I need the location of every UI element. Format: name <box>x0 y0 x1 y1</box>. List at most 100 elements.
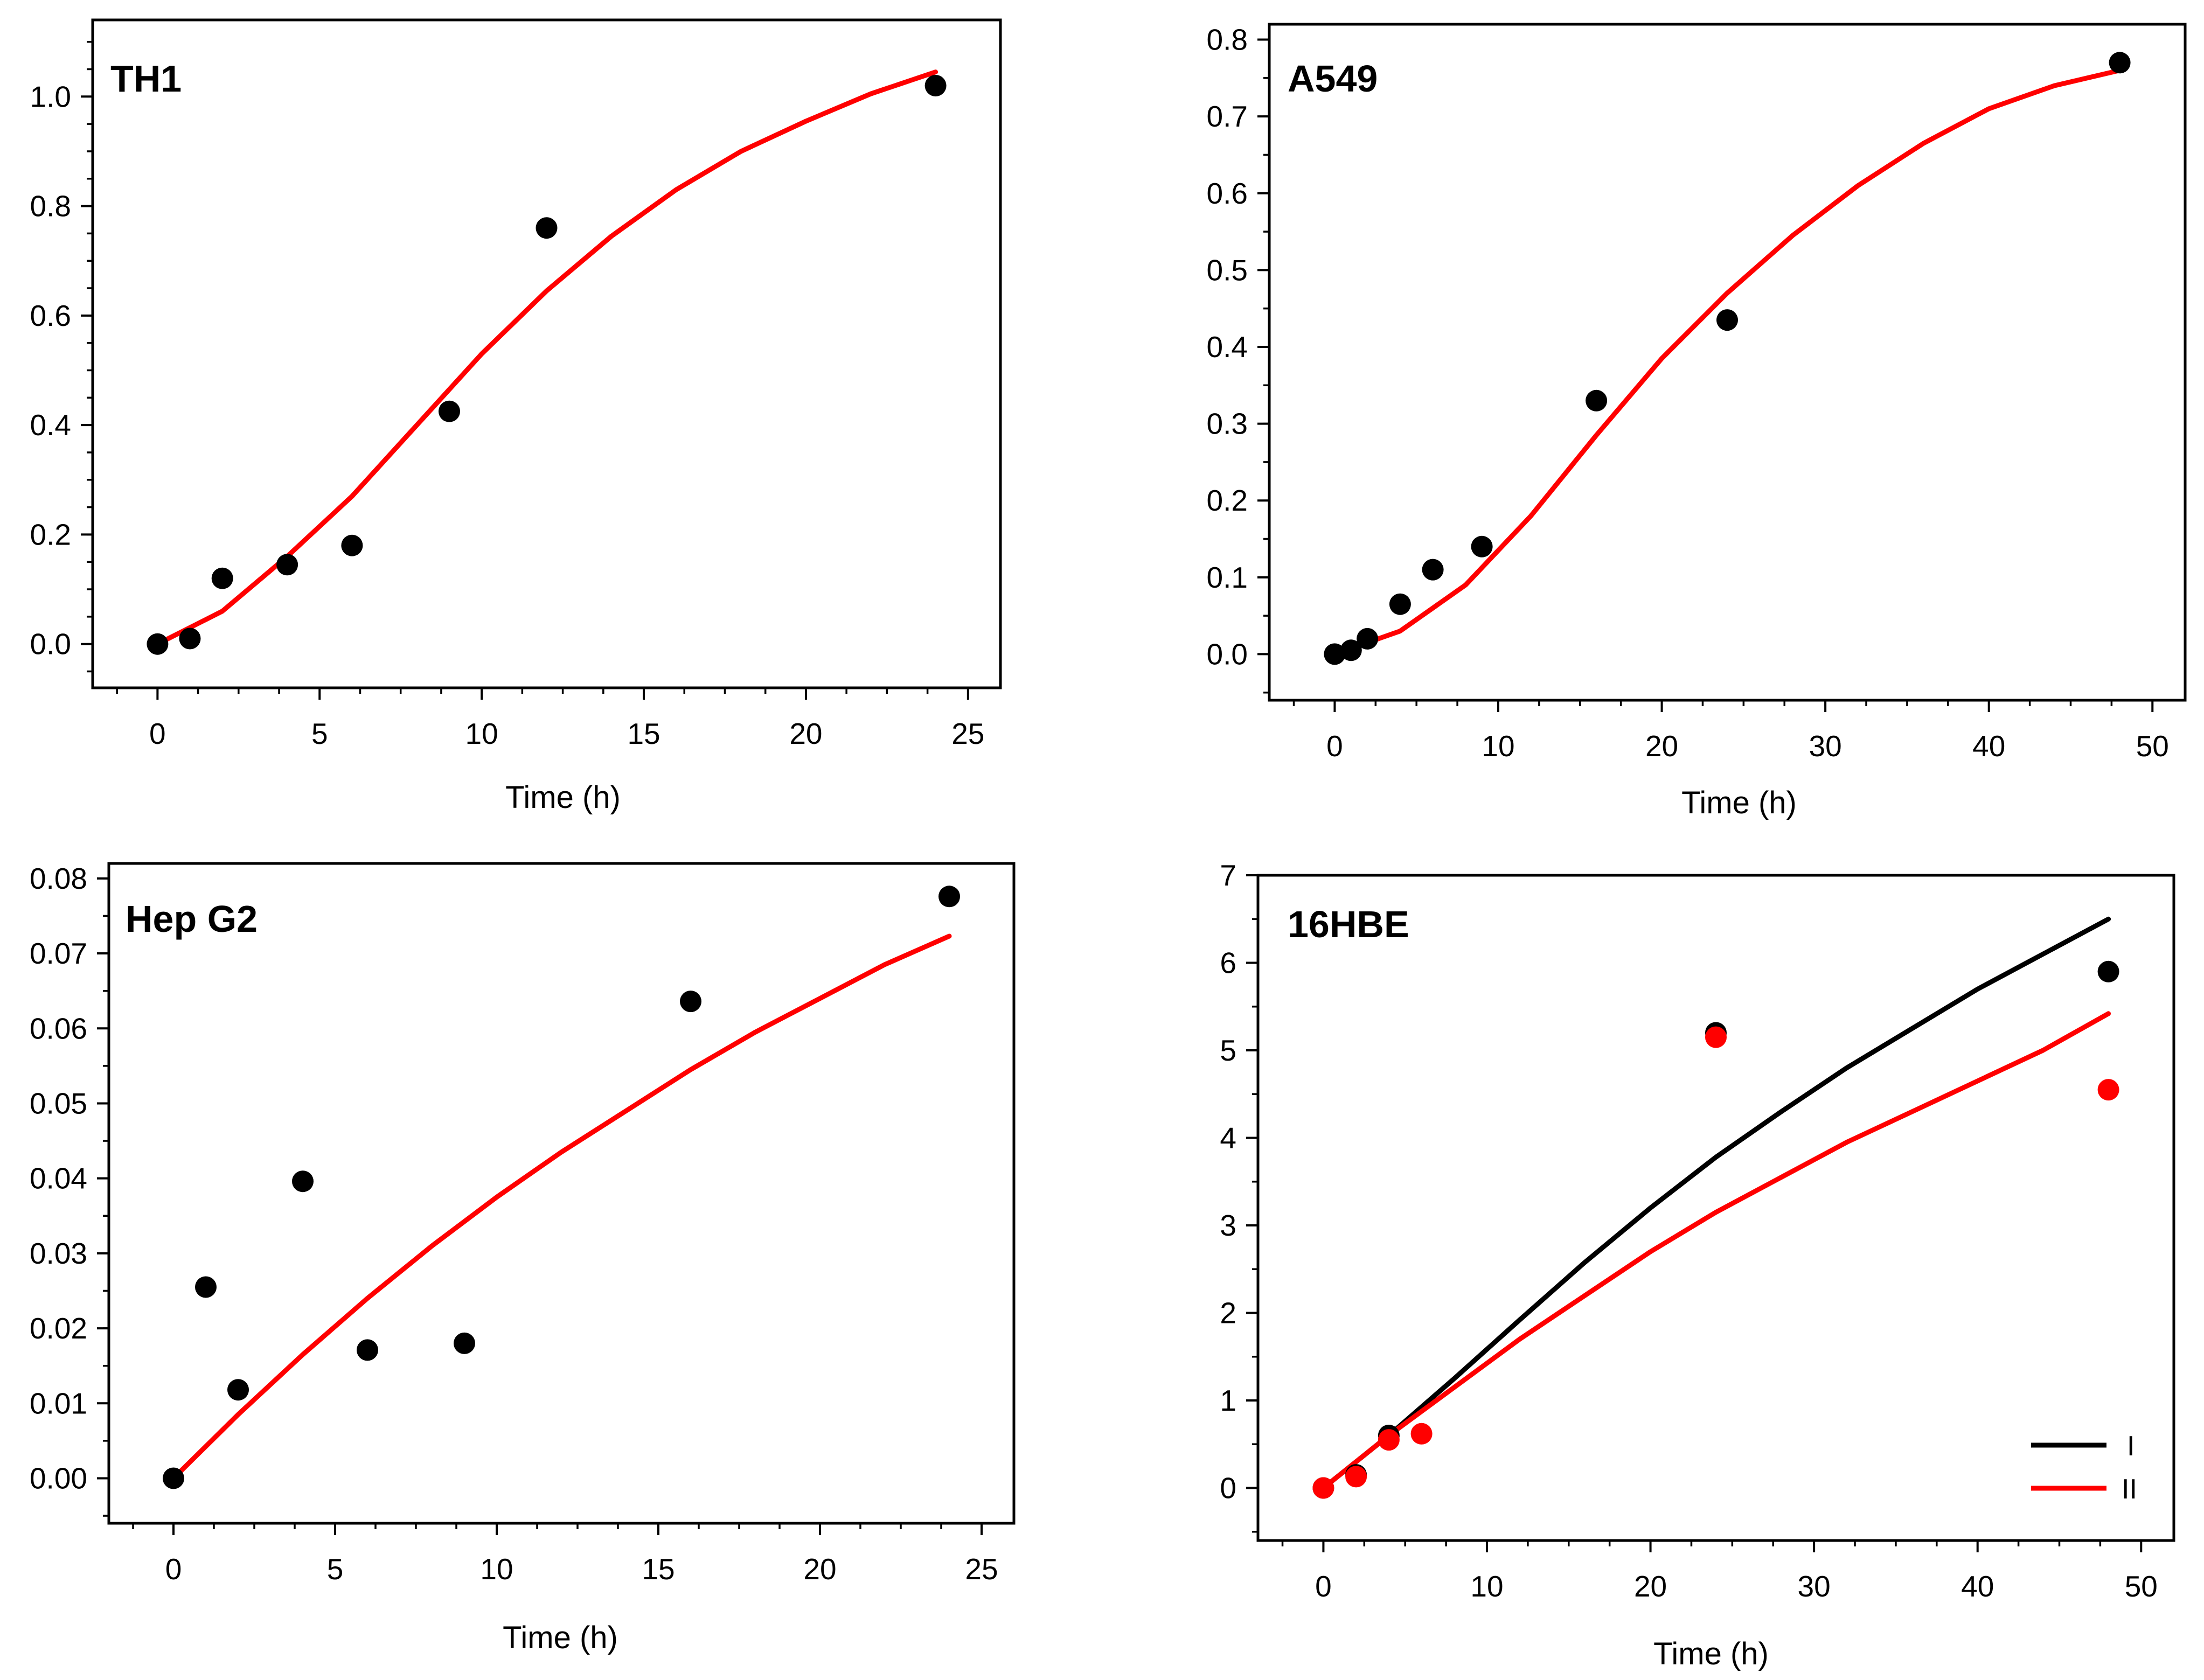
data-point-data <box>163 1467 184 1489</box>
x-tick-label: 10 <box>480 1552 513 1586</box>
y-tick-label: 7 <box>1220 859 1236 892</box>
legend-label-i: I <box>2127 1431 2135 1462</box>
data-point-data <box>924 75 947 96</box>
data-point-data <box>1389 593 1411 615</box>
panel-label: A549 <box>1288 58 1378 100</box>
legend: I II <box>2031 1431 2137 1505</box>
data-point-data <box>938 886 960 908</box>
x-tick-label: 0 <box>1326 729 1343 763</box>
axis-ticks <box>1257 38 2154 712</box>
plot-frame <box>107 862 1016 1525</box>
panel-label: TH1 <box>110 58 182 100</box>
data-point-ii-data <box>1410 1423 1433 1445</box>
data-point-data <box>1357 628 1379 650</box>
series-layer <box>147 69 947 655</box>
y-tick-label: 0.8 <box>30 190 71 223</box>
series-layer <box>163 886 960 1489</box>
y-tick-label: 0.6 <box>1207 177 1248 210</box>
data-point-data <box>1471 535 1493 557</box>
x-tick-label: 20 <box>1645 729 1678 763</box>
y-tick-label: 0.04 <box>30 1162 87 1195</box>
chart-panel-a549: 0 10 20 30 40 50 0.00.10.20.30.40.50.60.70.8 … <box>1207 23 2187 820</box>
y-tick-label: 3 <box>1220 1209 1236 1242</box>
y-tick-label: 4 <box>1220 1121 1236 1155</box>
y-tick-labels: 0.0 0.1 0.2 0.3 0.4 0.5 0.6 0.7 0.8 <box>1207 23 1248 671</box>
y-tick-label: 0.07 <box>30 937 87 970</box>
y-tick-label: 1 <box>1220 1384 1236 1417</box>
y-tick-label: 0.06 <box>30 1012 87 1045</box>
x-tick-label: 10 <box>465 717 498 750</box>
x-tick-label: 30 <box>1809 729 1842 763</box>
axis-ticks <box>81 40 969 700</box>
data-point-data <box>211 567 233 589</box>
series-line-ii <box>1320 1011 2111 1490</box>
series-line-i <box>1320 916 2111 1490</box>
data-point-data <box>341 534 363 556</box>
x-tick-label: 20 <box>803 1552 836 1586</box>
plot-frame <box>1268 23 2187 702</box>
x-tick-label: 15 <box>642 1552 675 1586</box>
y-tick-labels: 0.00 0.01 0.02 0.03 0.04 0.05 0.06 0.07 0.08 <box>30 862 87 1495</box>
y-tick-label: 0.2 <box>1207 484 1248 517</box>
y-tick-label: 0.0 <box>1207 637 1248 671</box>
x-tick-labels: 0 10 20 30 40 50 <box>1315 1570 2158 1603</box>
y-tick-label: 0.05 <box>30 1086 87 1120</box>
data-point-data <box>276 554 298 576</box>
series-line-fit <box>171 933 952 1481</box>
series-layer <box>1312 916 2119 1499</box>
x-tick-label: 40 <box>1972 729 2005 763</box>
y-tick-labels: 0.0 0.2 0.4 0.6 0.8 1.0 <box>30 80 71 660</box>
x-tick-label: 25 <box>965 1552 998 1586</box>
y-tick-label: 0.08 <box>30 862 87 895</box>
plot-frame <box>1256 874 2175 1542</box>
axis-ticks <box>97 877 983 1535</box>
x-axis-label: Time (h) <box>1681 785 1797 820</box>
x-tick-label: 30 <box>1798 1570 1831 1603</box>
panel-label: 16HBE <box>1288 903 1409 945</box>
x-tick-label: 0 <box>149 717 166 750</box>
axis-ticks <box>1246 874 2143 1552</box>
data-point-data <box>454 1332 475 1354</box>
y-tick-label: 0.4 <box>30 408 71 442</box>
x-tick-labels: 0 5 10 15 20 25 <box>149 717 984 750</box>
data-point-ii-data <box>1378 1429 1400 1451</box>
data-point-data <box>2109 52 2131 74</box>
y-tick-label: 2 <box>1220 1296 1236 1330</box>
x-tick-label: 5 <box>327 1552 344 1586</box>
data-point-data <box>292 1170 314 1193</box>
data-point-data <box>1340 639 1362 661</box>
x-axis-label: Time (h) <box>1653 1636 1769 1671</box>
x-tick-label: 50 <box>2125 1570 2158 1603</box>
y-tick-label: 0.01 <box>30 1386 87 1420</box>
plot-frame <box>91 18 1002 689</box>
x-tick-label: 0 <box>165 1552 182 1586</box>
data-point-i-data <box>2097 960 2119 982</box>
data-point-data <box>195 1276 217 1298</box>
data-point-data <box>439 400 460 422</box>
y-tick-label: 0.3 <box>1207 407 1248 441</box>
data-point-data <box>536 217 558 239</box>
x-tick-label: 0 <box>1315 1570 1332 1603</box>
x-axis-label: Time (h) <box>505 780 621 815</box>
y-tick-label: 0.4 <box>1207 330 1248 364</box>
x-tick-label: 20 <box>789 717 822 750</box>
data-point-data <box>1716 309 1738 331</box>
x-tick-label: 40 <box>1961 1570 1994 1603</box>
chart-panel-16hbe: 0 10 20 30 40 50 0 1 2 3 4 5 6 7 Time (h) 16HBE I II <box>1220 859 2175 1671</box>
data-point-data <box>227 1379 249 1401</box>
x-axis-label: Time (h) <box>503 1620 618 1655</box>
x-tick-label: 5 <box>311 717 328 750</box>
y-tick-label: 5 <box>1220 1034 1236 1067</box>
x-tick-label: 20 <box>1634 1570 1667 1603</box>
y-tick-label: 0.0 <box>30 628 71 661</box>
data-point-data <box>1586 389 1608 412</box>
y-tick-label: 0.7 <box>1207 100 1248 133</box>
series-line-fit <box>1332 68 2123 657</box>
x-tick-label: 10 <box>1482 729 1514 763</box>
series-layer <box>1324 52 2131 665</box>
chart-panel-th1: 0 5 10 15 20 25 0.0 0.2 0.4 0.6 0.8 1.0 Time (h) T… <box>30 18 1002 815</box>
data-point-data <box>1324 643 1346 665</box>
data-point-ii-data <box>2097 1079 2119 1101</box>
x-tick-label: 15 <box>627 717 660 750</box>
